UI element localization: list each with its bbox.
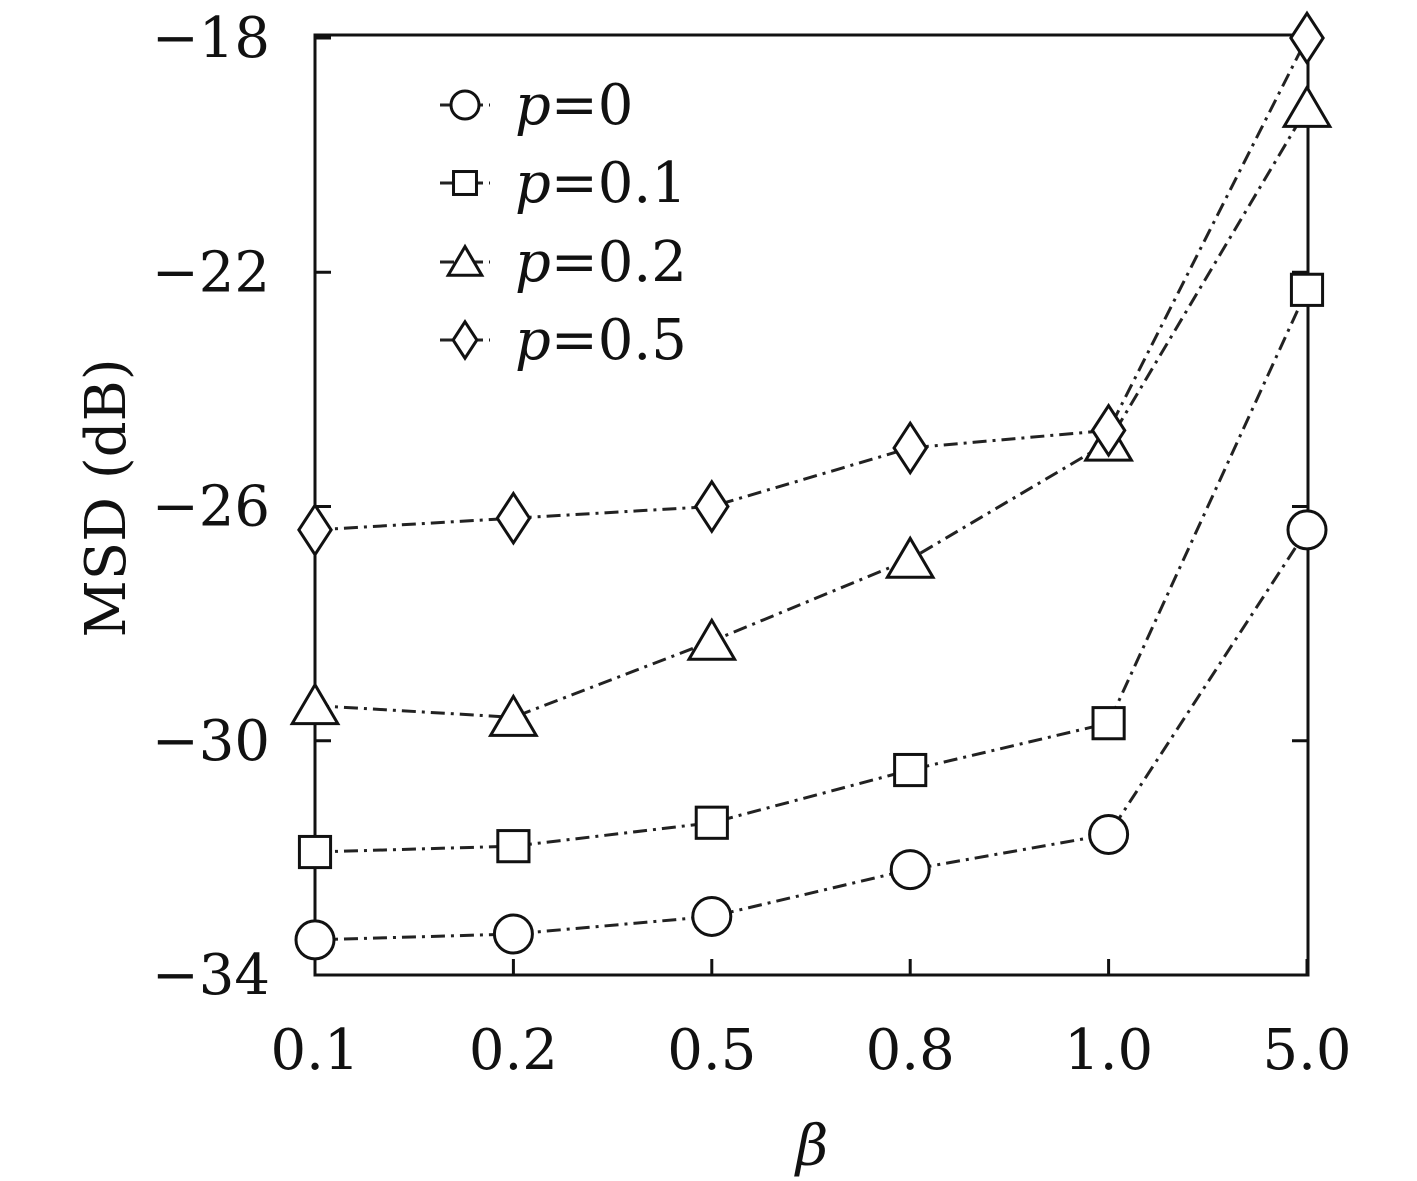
legend-marker-square [452, 170, 478, 196]
data-point-circle [889, 849, 931, 891]
legend-label-variable: p [515, 73, 551, 138]
y-tick-label: −22 [152, 240, 270, 305]
series-line [314, 37, 1309, 532]
legend-label: p=0 [515, 73, 633, 138]
x-tick-label: 1.0 [1064, 1018, 1153, 1083]
legend-label-value: =0.5 [551, 308, 687, 373]
legend-label-value: =0.2 [551, 230, 687, 295]
data-point-triangle [686, 617, 738, 661]
y-tick-label: −34 [152, 943, 270, 1008]
y-axis-title: MSD (dB) [74, 358, 139, 637]
data-point-square [893, 752, 928, 788]
legend-marker-circle [449, 89, 481, 121]
series-line [314, 107, 1309, 719]
legend-marker-diamond [451, 319, 479, 361]
legend-item: p=0.2 [440, 230, 687, 295]
data-point-square [1091, 706, 1126, 741]
legend-label: p=0.5 [515, 308, 687, 373]
data-point-square [1289, 272, 1325, 307]
data-point-diamond [495, 490, 532, 546]
x-tick-label: 0.2 [469, 1018, 558, 1083]
data-point-diamond [1289, 10, 1325, 66]
data-point-circle [691, 895, 733, 937]
legend-label-variable: p [515, 151, 551, 216]
x-tick-label: 0.5 [667, 1018, 756, 1083]
legend-marker-triangle [445, 243, 485, 277]
x-axis-title: β [794, 1114, 828, 1179]
y-tick-label: −30 [152, 709, 270, 774]
legend-item: p=0 [440, 73, 633, 138]
data-point-square [496, 829, 531, 864]
y-tick-label: −18 [152, 6, 270, 71]
data-point-triangle [289, 681, 341, 726]
legend: p=0p=0.1p=0.2p=0.5 [440, 73, 687, 373]
series-line [314, 289, 1309, 854]
series-layer [289, 10, 1333, 961]
data-point-square [297, 834, 333, 870]
data-point-circle [294, 919, 336, 961]
series-triangle [289, 84, 1333, 737]
data-point-diamond [1090, 402, 1127, 458]
series-square [297, 272, 1325, 870]
y-axis: −18 −22 −26 −30 −34 [152, 6, 1308, 1008]
legend-item: p=0.1 [440, 151, 687, 216]
legend-label: p=0.1 [515, 151, 687, 216]
data-point-circle [1286, 509, 1328, 551]
legend-label-value: =0 [551, 73, 634, 138]
data-point-diamond [297, 502, 333, 558]
series-diamond [297, 10, 1325, 558]
y-tick-label: −26 [152, 475, 270, 540]
data-point-diamond [892, 420, 929, 476]
series-circle [294, 509, 1328, 961]
x-tick-label: 5.0 [1262, 1018, 1351, 1083]
data-point-circle [492, 913, 534, 955]
x-axis: 0.1 0.2 0.5 0.8 1.0 5.0 [270, 959, 1352, 1083]
data-point-circle [1088, 813, 1130, 855]
legend-label-value: =0.1 [551, 151, 687, 216]
legend-label-variable: p [515, 308, 551, 373]
data-point-triangle [884, 535, 936, 579]
data-point-triangle [487, 693, 539, 737]
data-point-diamond [693, 479, 730, 534]
data-point-triangle [1281, 84, 1333, 128]
series-line [314, 529, 1309, 942]
legend-label-variable: p [515, 230, 551, 295]
legend-item: p=0.5 [440, 308, 687, 373]
data-point-square [694, 805, 729, 840]
x-tick-label: 0.1 [270, 1018, 359, 1083]
x-tick-label: 0.8 [866, 1018, 955, 1083]
legend-label: p=0.2 [515, 230, 687, 295]
